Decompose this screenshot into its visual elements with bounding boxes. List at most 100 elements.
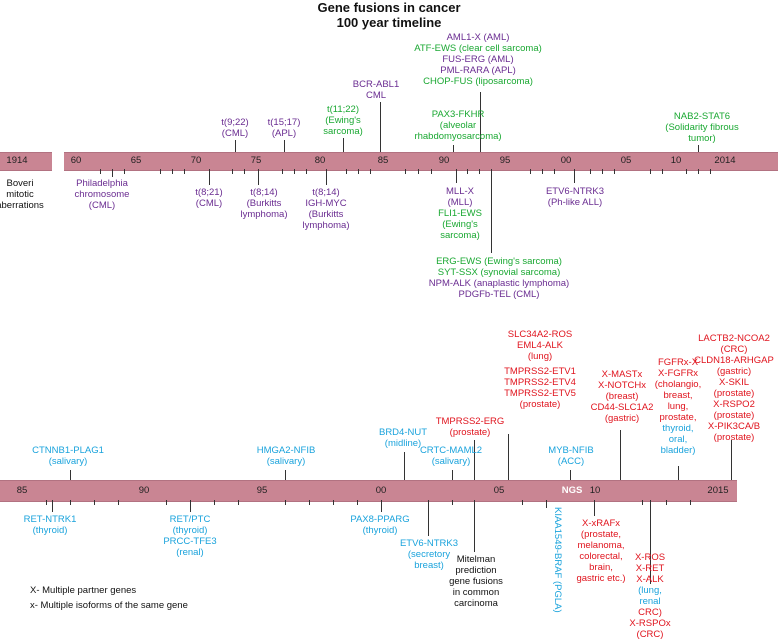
label-t814-igh-myc: t(8;14) IGH-MYC (Burkitts lymphoma): [302, 187, 350, 231]
tick: [614, 169, 615, 174]
legend-multiple-isoforms: x- Multiple isoforms of the same gene: [30, 600, 188, 611]
tick: [418, 169, 419, 174]
tick: [244, 169, 245, 174]
label-tmprss2-erg: TMPRSS2-ERG (prostate): [435, 416, 505, 438]
tick: [710, 169, 711, 174]
tick: [70, 500, 71, 505]
connector-xraf: [594, 500, 595, 516]
connector-phil: [112, 169, 113, 177]
year-65: 65: [130, 155, 142, 166]
tick: [46, 500, 47, 505]
timeline1-bar: [64, 152, 778, 171]
timeline1-start-bar: [0, 152, 52, 171]
tick: [358, 169, 359, 174]
tick: [94, 500, 95, 505]
label-aml-group: AML1-X (AML) ATF-EWS (clear cell sarcoma…: [414, 32, 542, 87]
tick: [309, 500, 310, 505]
connector-etv6: [574, 169, 575, 183]
connector-etv6sec: [428, 500, 429, 536]
label-etv6-ntrk3-secretory: ETV6-NTRK3 (secretory breast): [399, 538, 459, 571]
year2-90: 90: [138, 485, 150, 496]
connector-hmga2: [285, 470, 286, 480]
tick: [232, 169, 233, 174]
page-title: Gene fusions in cancer 100 year timeline: [317, 0, 460, 30]
year-05: 05: [620, 155, 632, 166]
tick: [100, 169, 101, 174]
label-mll-fli1: MLL-X (MLL) FLI1-EWS (Ewing's sarcoma): [438, 186, 482, 241]
year-60: 60: [70, 155, 82, 166]
connector-t814b: [326, 169, 327, 185]
tick: [172, 169, 173, 174]
label-etv6-ntrk3-ph: ETV6-NTRK3 (Ph-like ALL): [545, 186, 605, 208]
connector-retntrk1: [52, 500, 53, 512]
year2-ngs: NGS: [561, 485, 583, 496]
label-lactb2-group: LACTB2-NCOA2 (CRC) CLDN18-ARHGAP (gastri…: [694, 333, 774, 443]
tick: [238, 500, 239, 505]
year2-2015: 2015: [707, 485, 729, 496]
tick: [686, 169, 687, 174]
year2-05: 05: [493, 485, 505, 496]
connector-brd4: [404, 452, 405, 480]
label-x-xrafx: X-xRAFx (prostate, melanoma, colorectal,…: [576, 518, 626, 584]
tick: [452, 500, 453, 505]
tick: [602, 169, 603, 174]
tick: [522, 500, 523, 505]
tick: [479, 169, 480, 174]
tick: [357, 500, 358, 505]
label-ret-ntrk1: RET-NTRK1 (thyroid): [23, 514, 77, 536]
tick: [333, 500, 334, 505]
connector-t1122: [343, 138, 344, 152]
tick: [431, 169, 432, 174]
tick: [650, 169, 651, 174]
year2-10: 10: [589, 485, 601, 496]
connector-t821: [209, 169, 210, 185]
label-brd4-nut: BRD4-NUT (midline): [378, 427, 428, 449]
connector-kiaa: [546, 500, 547, 508]
label-t814-burkitts: t(8;14) (Burkitts lymphoma): [240, 187, 288, 220]
connector-pax3: [453, 145, 454, 152]
tick: [642, 500, 643, 505]
tick: [282, 169, 283, 174]
label-x-ros-group: X-ROS X-RET X-ALK (lung, renal CRC) X-RS…: [629, 552, 671, 640]
label-crtc-maml2: CRTC-MAML2 (salivary): [419, 445, 483, 467]
tick: [124, 169, 125, 174]
connector-nab2: [698, 145, 699, 152]
tick: [666, 500, 667, 505]
tick: [542, 169, 543, 174]
label-bcr-abl1: BCR-ABL1 CML: [352, 79, 400, 101]
legend-multiple-partners: X- Multiple partner genes: [30, 585, 137, 596]
tick: [662, 169, 663, 174]
year-70: 70: [190, 155, 202, 166]
connector-xros: [650, 500, 651, 584]
tick: [214, 500, 215, 505]
tick: [166, 500, 167, 505]
connector-retptc: [190, 500, 191, 512]
label-kiaa1549-braf: KIAA1549-BRAF (PGLA): [552, 507, 563, 613]
label-t922: t(9;22) (CML): [221, 117, 249, 139]
connector-bcrabl: [380, 102, 381, 152]
label-t1122: t(11;22) (Ewing's sarcoma): [323, 104, 363, 137]
connector-crtc: [452, 470, 453, 480]
tick: [530, 169, 531, 174]
tick: [370, 169, 371, 174]
label-mitelman: Mitelman prediction gene fusions in comm…: [449, 554, 503, 609]
connector-mllx: [456, 169, 457, 183]
label-pax3-fkhr: PAX3-FKHR (alveolar rhabdomyosarcoma): [414, 109, 502, 142]
year2-85: 85: [16, 485, 28, 496]
connector-tmprss2erg: [474, 440, 475, 480]
tick: [690, 500, 691, 505]
label-philadelphia: Philadelphia chromosome (CML): [74, 178, 130, 211]
year-85: 85: [377, 155, 389, 166]
label-hmga2-nfib: HMGA2-NFIB (salivary): [256, 445, 316, 467]
connector-lactb2: [731, 440, 732, 480]
title-line-1: Gene fusions in cancer: [317, 0, 461, 15]
connector-mitelman: [474, 500, 475, 552]
tick: [285, 500, 286, 505]
tick: [118, 500, 119, 505]
tick: [405, 169, 406, 174]
connector-fgfr: [678, 466, 679, 480]
connector-t922: [235, 140, 236, 152]
connector-t1517: [284, 140, 285, 152]
connector-slc34a2: [508, 434, 509, 480]
tick: [554, 169, 555, 174]
